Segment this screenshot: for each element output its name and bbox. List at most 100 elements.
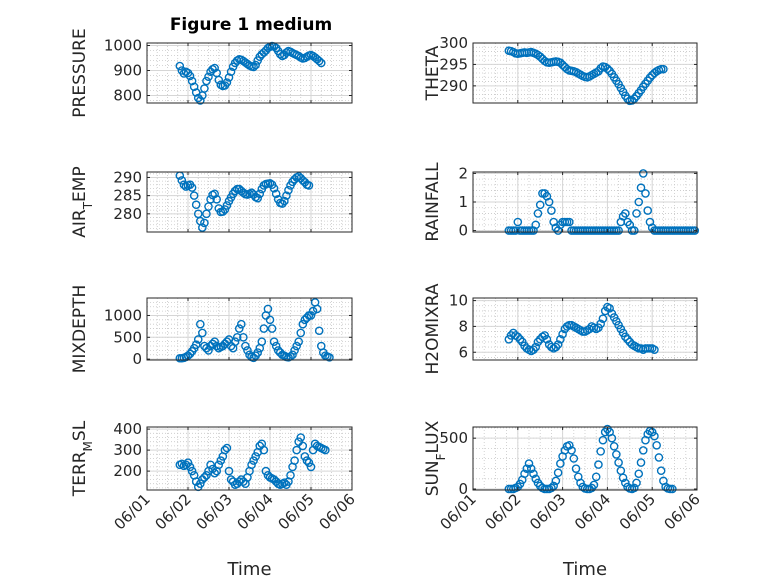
data-point (565, 217, 574, 227)
data-point (636, 183, 646, 193)
data-point (314, 56, 324, 66)
data-point (321, 445, 330, 455)
y-axis-label: TERRMSL (70, 420, 95, 497)
x-tick-label: 06/06 (316, 490, 359, 533)
data-point (567, 446, 576, 455)
data-point (249, 456, 258, 465)
data-point (612, 450, 621, 459)
y-tick-label: 0 (132, 350, 142, 368)
data-point (191, 200, 201, 210)
subplot-5: 1000 500 0 MIXDEPTH (70, 285, 353, 374)
data-point (212, 341, 221, 351)
data-point (269, 184, 279, 193)
data-point (638, 169, 648, 178)
subplot-6: 10 8 6 H2OMIXRA (423, 283, 698, 375)
data-point (230, 186, 240, 196)
data-point (202, 470, 211, 480)
data-point (565, 440, 574, 450)
data-point (216, 456, 226, 465)
data-point (247, 460, 256, 470)
data-point (280, 478, 289, 487)
y-axis-label: H2OMIXRA (423, 283, 443, 374)
axes-box (472, 426, 698, 491)
data-point (257, 337, 267, 346)
x-axis-label: Time (226, 559, 271, 580)
data-point (312, 304, 322, 314)
data-point (255, 189, 265, 199)
data-point (249, 353, 258, 363)
y-tick-label: 1 (458, 193, 468, 211)
y-tick-label: 8 (458, 317, 468, 335)
data-point (263, 304, 273, 314)
data-point (210, 468, 219, 478)
y-axis-label: PRESSURE (70, 28, 90, 117)
data-point (596, 447, 605, 456)
data-point (614, 458, 623, 467)
y-tick-label: 0 (458, 222, 468, 240)
data-point (195, 319, 205, 329)
data-point (306, 311, 316, 320)
data-point (654, 453, 664, 462)
data-point (206, 460, 215, 470)
data-point (292, 445, 301, 455)
data-point (668, 484, 677, 494)
data-point (553, 468, 563, 478)
data-point (529, 345, 538, 354)
data-point (632, 209, 641, 218)
data-point (621, 332, 630, 342)
y-tick-label: 2 (458, 164, 468, 182)
x-tick-label: 06/04 (234, 490, 277, 533)
data-point (629, 226, 639, 235)
y-tick-label: 1000 (104, 37, 142, 55)
data-point (267, 324, 277, 333)
data-point (236, 319, 246, 329)
data-point (282, 48, 291, 57)
y-tick-label: 290 (113, 168, 142, 186)
data-point (304, 181, 314, 190)
data-point (288, 350, 297, 360)
data-point (513, 332, 523, 342)
y-tick-label: 900 (113, 62, 142, 80)
data-point (302, 456, 312, 465)
data-point (271, 341, 281, 351)
data-point (302, 313, 312, 322)
data-point (239, 332, 248, 342)
data-point (535, 52, 545, 62)
data-point (271, 189, 281, 199)
data-point (212, 194, 221, 204)
axes-box (146, 426, 353, 491)
y-tick-label: 290 (439, 77, 468, 95)
subplot-1: 1000 900 800 PRESSURE (70, 28, 353, 118)
data-point (193, 335, 203, 344)
data-point (251, 452, 260, 461)
data-point (556, 335, 565, 344)
data-point (558, 329, 567, 339)
data-point (594, 460, 603, 469)
data-point (298, 319, 308, 329)
data-point (643, 206, 653, 215)
series-markers (504, 302, 659, 356)
data-point (325, 353, 334, 362)
x-tick-label: 06/02 (481, 490, 524, 533)
y-axis-label: RAINFALL (423, 162, 443, 242)
data-point (253, 193, 263, 203)
y-tick-label: 800 (113, 87, 142, 105)
x-tick-label: 06/03 (193, 490, 236, 533)
data-point (187, 76, 197, 86)
data-point (230, 337, 240, 346)
data-point (513, 217, 523, 227)
data-point (208, 464, 217, 474)
data-point (629, 483, 639, 493)
y-axis-label: SUNFLUX (423, 420, 448, 496)
data-point (618, 473, 628, 483)
y-axis-label: MIXDEPTH (70, 285, 90, 374)
data-point (634, 197, 644, 207)
data-point (277, 199, 287, 208)
data-point (533, 209, 543, 218)
data-point (690, 226, 700, 235)
data-point (239, 188, 248, 198)
